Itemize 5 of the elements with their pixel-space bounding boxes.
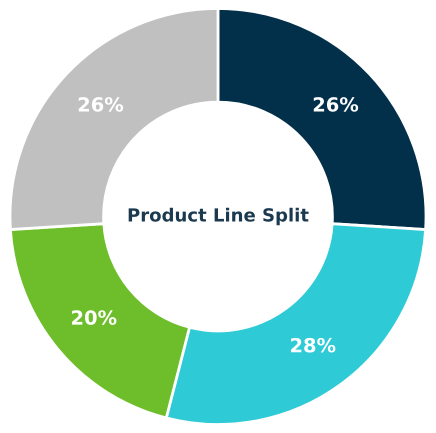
data-label: 26% — [314, 97, 358, 112]
data-label: 28% — [291, 338, 336, 353]
text: Product Line Split — [128, 208, 309, 226]
data-label: 26% — [78, 97, 124, 112]
data-label: 20% — [72, 310, 116, 325]
